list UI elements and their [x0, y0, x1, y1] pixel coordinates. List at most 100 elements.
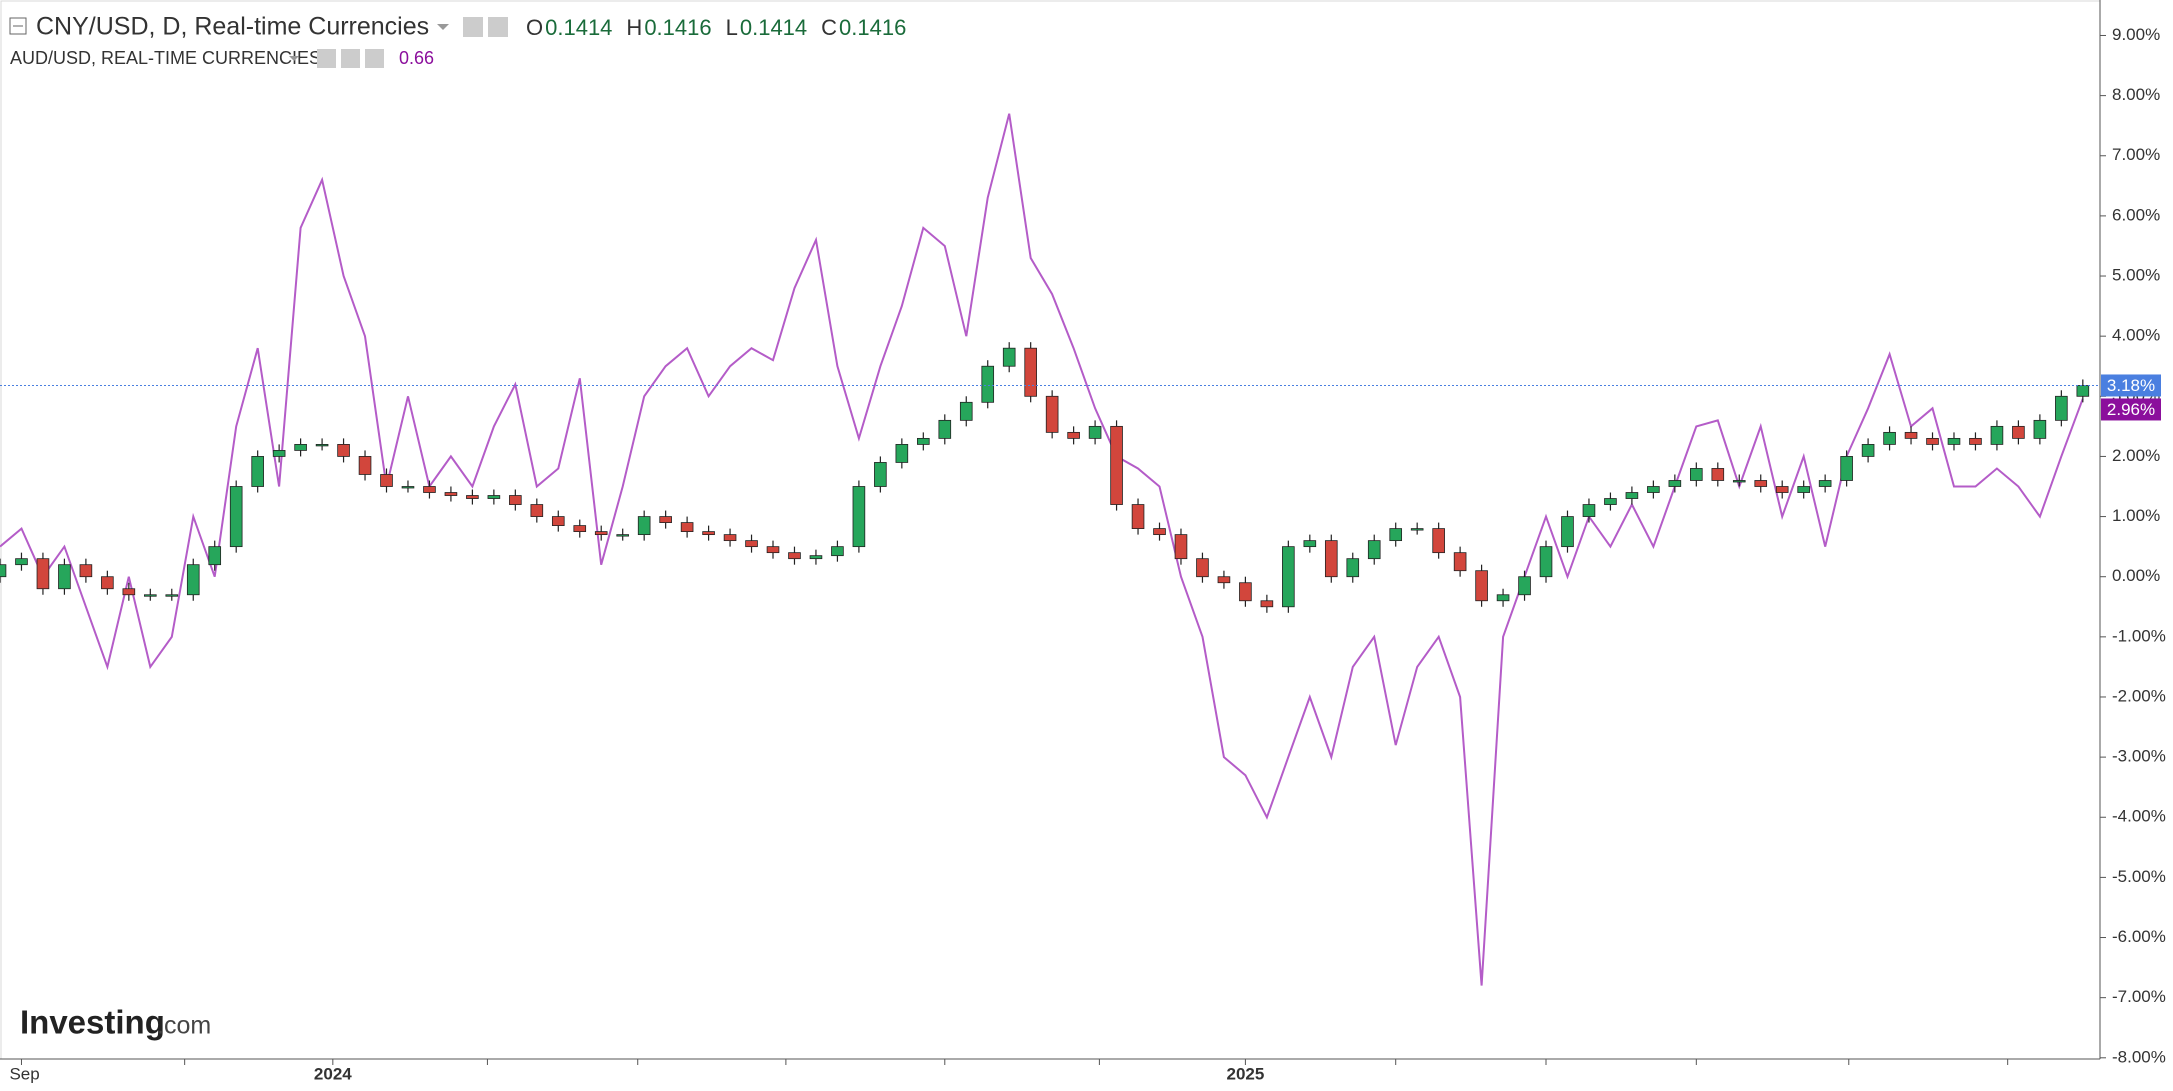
candle-body: [1625, 492, 1639, 499]
x-tick-label: 2024: [314, 1064, 352, 1083]
candle-body: [766, 546, 780, 554]
candle-body: [680, 522, 694, 533]
candle-body: [0, 564, 7, 578]
candle-body: [1260, 600, 1274, 608]
candle-body: [1153, 528, 1166, 536]
y-tick-label: 5.00%: [2112, 266, 2160, 285]
candle-body: [831, 546, 844, 557]
ohlc-label: O: [526, 15, 543, 40]
candle-body: [1346, 558, 1360, 578]
candle-body: [852, 486, 866, 548]
candle-body: [1990, 425, 2004, 445]
candle-body: [122, 588, 136, 596]
candle-body: [1453, 552, 1467, 572]
candles: [0, 342, 2090, 613]
y-tick-label: -6.00%: [2112, 927, 2166, 946]
last-value-label: 3.18%: [2107, 376, 2155, 395]
candle-body: [2033, 419, 2047, 439]
ohlc-value: 0.1414: [545, 15, 612, 40]
candle-body: [144, 594, 157, 597]
candle-body: [101, 576, 114, 590]
candle-body: [1539, 546, 1553, 578]
y-tick-label: -4.00%: [2112, 807, 2166, 826]
y-tick-label: 9.00%: [2112, 25, 2160, 44]
y-tick-label: -8.00%: [2112, 1047, 2166, 1066]
candle-body: [917, 437, 930, 445]
dropdown-icon[interactable]: [289, 56, 299, 61]
y-tick-label: -7.00%: [2112, 987, 2166, 1006]
candle-body: [788, 552, 801, 560]
candle-body: [466, 495, 479, 499]
candle-body: [1088, 425, 1102, 439]
y-tick-label: 0.00%: [2112, 566, 2160, 585]
candle-body: [959, 401, 973, 421]
x-tick-label: Sep: [9, 1064, 39, 1083]
candle-body: [1024, 347, 1037, 397]
y-tick-label: 6.00%: [2112, 205, 2160, 224]
candle-body: [79, 564, 93, 578]
candle-body: [1904, 431, 1918, 439]
candle-body: [573, 525, 587, 533]
y-tick-label: -5.00%: [2112, 867, 2166, 886]
dropdown-icon[interactable]: [437, 24, 449, 30]
settings-icon[interactable]: [341, 49, 360, 68]
candle-body: [1067, 431, 1080, 439]
candle-body: [1754, 480, 1768, 487]
candle-body: [895, 444, 909, 463]
y-tick-label: 8.00%: [2112, 85, 2160, 104]
candle-body: [229, 486, 243, 548]
candle-body: [1110, 425, 1123, 505]
candle-body: [337, 444, 350, 457]
candle-body: [380, 474, 393, 487]
candle-body: [1690, 468, 1703, 481]
candle-body: [659, 516, 672, 523]
compare-value: 0.66: [399, 48, 434, 68]
last-value-label: 2.96%: [2107, 400, 2155, 419]
settings-icon[interactable]: [317, 49, 336, 68]
y-tick-label: 2.00%: [2112, 446, 2160, 465]
y-tick-label: 4.00%: [2112, 326, 2160, 345]
line-series: [0, 113, 2084, 986]
remove-icon[interactable]: [365, 49, 384, 68]
compare-title: AUD/USD, REAL-TIME CURRENCIES: [10, 48, 321, 68]
candle-body: [551, 516, 565, 526]
candle-body: [981, 365, 995, 403]
candle-body: [745, 540, 758, 548]
candle-body: [487, 495, 501, 499]
candle-body: [1496, 594, 1510, 602]
candle-body: [1239, 582, 1252, 602]
candle-body: [36, 558, 50, 590]
candle-body: [1883, 431, 1896, 445]
candle-body: [1196, 558, 1209, 578]
candle-body: [509, 495, 522, 505]
candle-body: [1324, 540, 1338, 578]
candle-body: [1604, 498, 1617, 505]
candle-body: [1647, 486, 1660, 493]
chart-title: CNY/USD, D, Real-time Currencies: [36, 13, 429, 41]
candle-body: [401, 486, 415, 489]
candle-body: [423, 486, 436, 493]
series-layer: [0, 113, 2084, 986]
candle-body: [1518, 576, 1531, 596]
header: CNY/USD, D, Real-time Currencies O 0.1414…: [9, 13, 906, 68]
candle-body: [1840, 456, 1853, 481]
ohlc-value: 0.1416: [644, 15, 711, 40]
ohlc-label: H: [626, 15, 642, 40]
candle-body: [444, 492, 458, 496]
candle-body: [165, 594, 179, 597]
settings-icon[interactable]: [463, 17, 483, 37]
collapse-icon[interactable]: [9, 17, 27, 35]
last-value-tag: [2101, 374, 2161, 397]
candle-body: [1582, 504, 1596, 517]
candle-body: [1410, 528, 1424, 531]
watermark: Investing .com: [20, 1004, 211, 1041]
ohlc-label: C: [821, 15, 837, 40]
watermark-suffix: .com: [157, 1012, 211, 1040]
candle-body: [1475, 570, 1488, 602]
candle-body: [1389, 528, 1403, 542]
candle-body: [702, 531, 715, 536]
settings-icon[interactable]: [488, 17, 508, 37]
ohlc-label: L: [726, 15, 738, 40]
